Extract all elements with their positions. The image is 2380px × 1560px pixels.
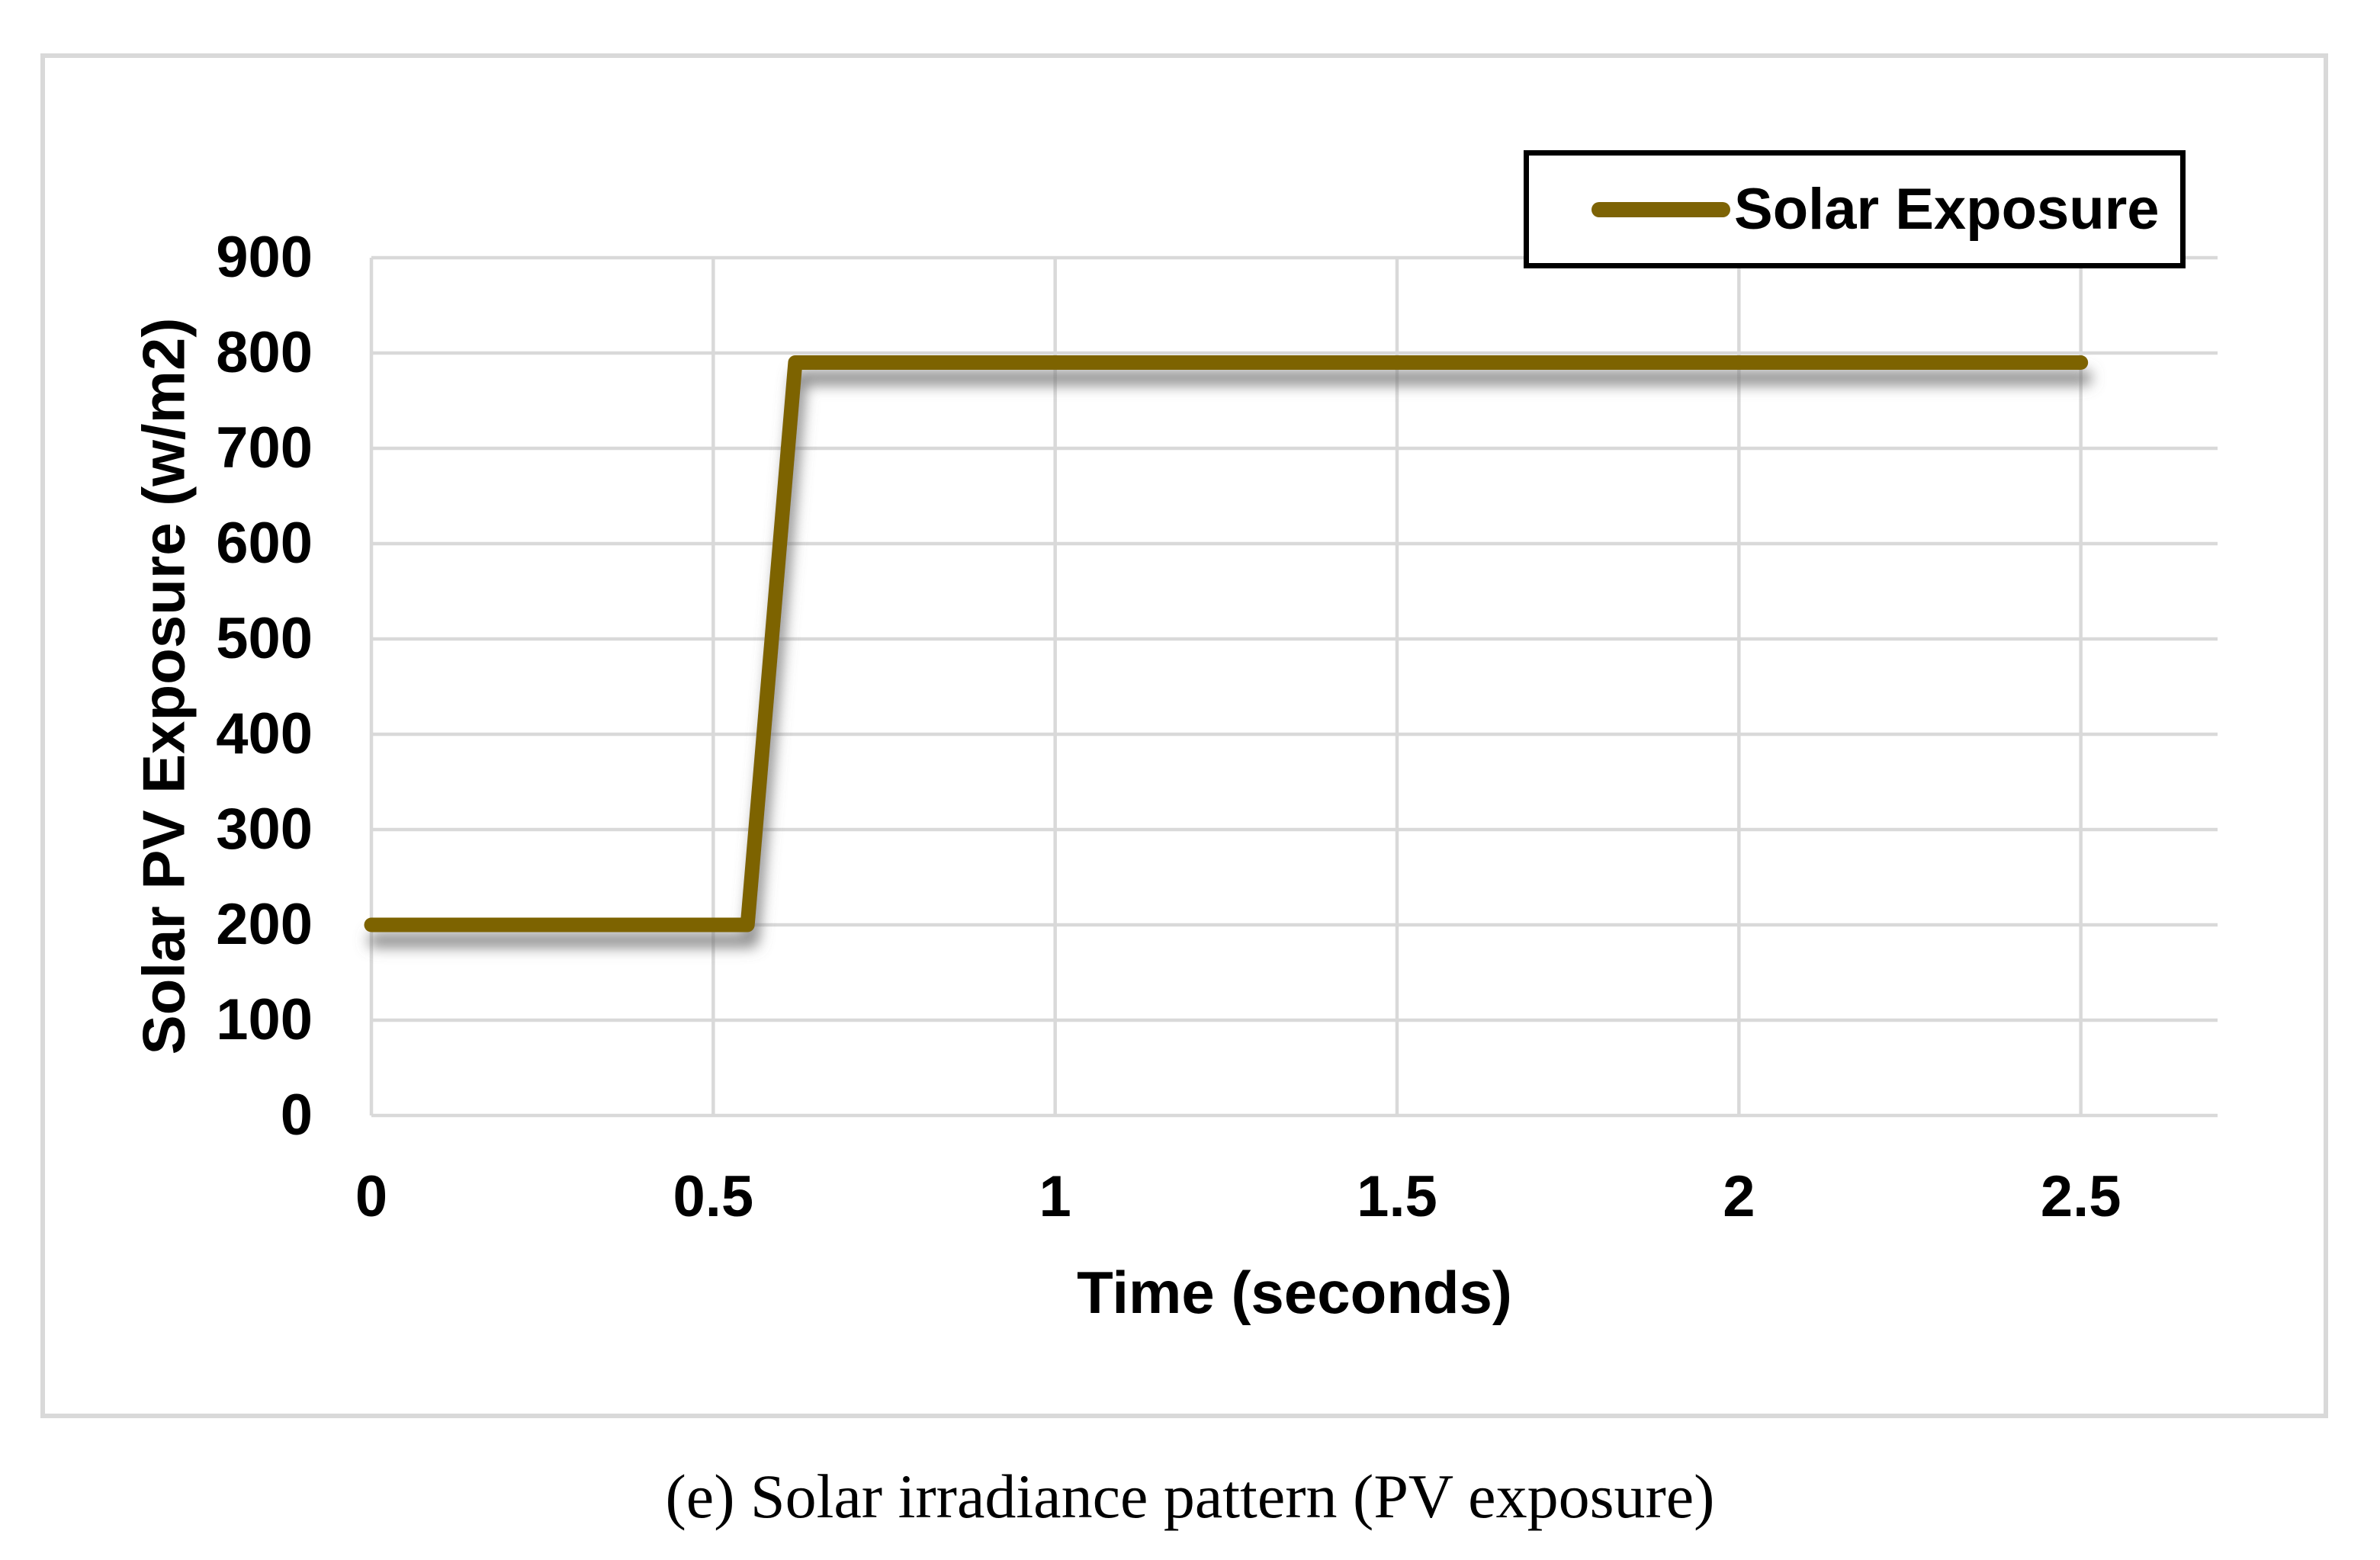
x-axis-title: Time (seconds) [1077,1259,1512,1326]
y-tick-label: 700 [216,416,313,480]
legend-line-sample-icon [1591,201,1730,217]
y-tick-label: 0 [280,1083,313,1148]
x-tick-label: 1 [1039,1164,1071,1229]
y-tick-label: 200 [216,892,313,957]
y-tick-label: 600 [216,511,313,576]
y-tick-label: 900 [216,225,313,290]
x-tick-label: 1.5 [1357,1164,1437,1229]
y-tick-label: 500 [216,606,313,671]
y-tick-label: 100 [216,987,313,1052]
y-tick-label: 400 [216,701,313,766]
x-tick-label: 0 [355,1164,388,1229]
y-tick-label: 300 [216,797,313,862]
x-tick-label: 2.5 [2040,1164,2121,1229]
legend: Solar Exposure [1524,150,2186,268]
x-tick-label: 0.5 [673,1164,754,1229]
y-tick-label: 800 [216,320,313,385]
x-tick-label: 2 [1723,1164,1755,1229]
figure-caption: (e) Solar irradiance pattern (PV exposur… [665,1462,1715,1531]
legend-series-label: Solar Exposure [1734,177,2160,242]
